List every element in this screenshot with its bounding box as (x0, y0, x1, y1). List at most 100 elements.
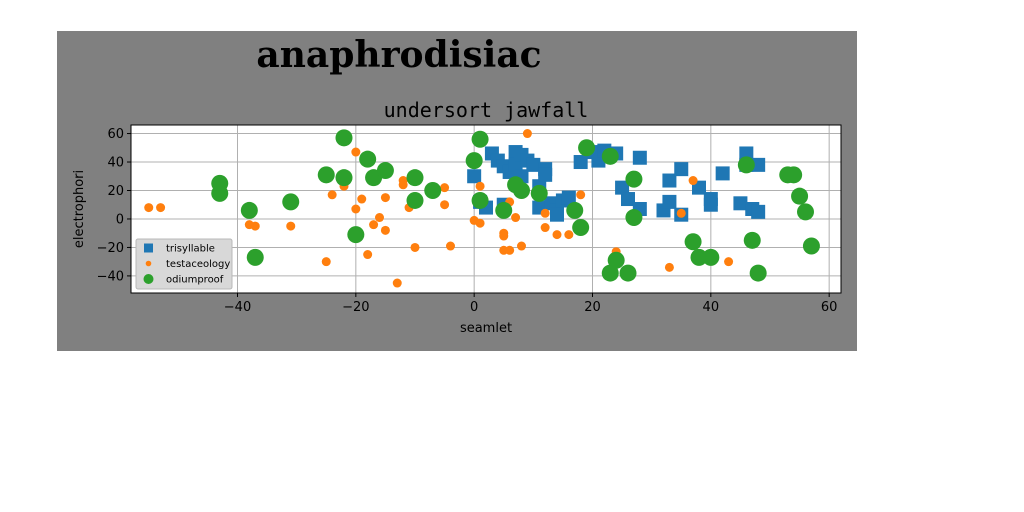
odiumproof-point (282, 193, 300, 211)
testaceology-point (440, 183, 450, 193)
odiumproof-point (566, 201, 584, 219)
legend-label-trisyllable: trisyllable (166, 244, 215, 255)
y-axis-label: electrophori (72, 170, 87, 248)
testaceology-point (244, 220, 254, 230)
odiumproof-point (785, 166, 803, 184)
testaceology-point (369, 220, 379, 230)
odiumproof-point (749, 264, 767, 282)
odiumproof-point (240, 201, 258, 219)
odiumproof-point (359, 150, 377, 168)
odiumproof-point (465, 152, 483, 170)
trisyllable-point (662, 194, 677, 209)
y-tick-label: 20 (107, 184, 124, 199)
odiumproof-point (471, 130, 489, 148)
x-tick-label: −20 (342, 300, 369, 315)
odiumproof-point (743, 231, 761, 249)
testaceology-point (286, 221, 296, 231)
testaceology-point (499, 231, 509, 241)
testaceology-point (505, 245, 515, 255)
x-tick-label: −40 (224, 300, 251, 315)
odiumproof-point (684, 233, 702, 251)
testaceology-point (676, 208, 686, 218)
odiumproof-point (737, 156, 755, 174)
y-tick-label: 40 (107, 156, 124, 171)
trisyllable-point (751, 204, 766, 219)
trisyllable-point (751, 157, 766, 172)
testaceology-point (156, 203, 166, 213)
testaceology-point (144, 203, 154, 213)
odiumproof-point (625, 170, 643, 188)
testaceology-point (392, 278, 402, 288)
testaceology-point (351, 204, 361, 214)
odiumproof-point (530, 184, 548, 202)
trisyllable-point (674, 162, 689, 177)
data-points (144, 129, 820, 288)
y-tick-label: −40 (97, 269, 124, 284)
testaceology-point (327, 190, 337, 200)
x-tick-label: 40 (703, 300, 720, 315)
odiumproof-point (601, 147, 619, 165)
testaceology-point (511, 213, 521, 223)
odiumproof-point (406, 191, 424, 209)
testaceology-point (540, 223, 550, 233)
legend-box (135, 238, 233, 290)
odiumproof-point (495, 201, 513, 219)
testaceology-point (664, 262, 674, 272)
odiumproof-point (317, 166, 335, 184)
odiumproof-point (347, 226, 365, 244)
legend-marker-odiumproof (143, 274, 154, 284)
testaceology-point (363, 250, 373, 260)
trisyllable-point (526, 157, 541, 172)
trisyllable-point (561, 190, 576, 205)
testaceology-point (446, 241, 455, 251)
x-axis-label: seamlet (460, 321, 512, 336)
odiumproof-point (601, 264, 619, 282)
trisyllable-point (573, 155, 588, 170)
trisyllable-point (662, 173, 677, 188)
testaceology-point (522, 129, 532, 139)
plot-frame (130, 124, 842, 294)
trisyllable-point (703, 197, 718, 212)
trisyllable-point (621, 192, 635, 207)
testaceology-point (540, 208, 550, 218)
odiumproof-point (513, 181, 530, 199)
testaceology-point (475, 181, 485, 191)
testaceology-point (724, 257, 734, 267)
testaceology-point (351, 147, 361, 157)
odiumproof-point (797, 203, 814, 221)
y-tick-label: −20 (97, 241, 124, 256)
odiumproof-point (376, 162, 394, 180)
legend: trisyllable testaceology odiumproof (135, 238, 233, 290)
trisyllable-point (550, 207, 564, 222)
odiumproof-point (572, 219, 590, 237)
odiumproof-point (625, 209, 643, 227)
testaceology-point (552, 230, 562, 240)
x-axis-ticks: −40 −20 0 20 40 60 (224, 293, 838, 315)
odiumproof-point (424, 181, 442, 199)
figure-suptitle: anaphrodisiac (256, 34, 542, 76)
testaceology-point (576, 190, 586, 200)
y-axis-ticks: −40 −20 0 20 40 60 (97, 127, 131, 284)
trisyllable-point (615, 180, 630, 195)
legend-marker-trisyllable (144, 243, 153, 253)
testaceology-point (357, 194, 367, 204)
odiumproof-point (791, 187, 809, 205)
odiumproof-point (690, 248, 708, 266)
x-tick-label: 60 (821, 300, 838, 315)
odiumproof-point (406, 169, 424, 187)
y-tick-label: 0 (116, 212, 124, 227)
testaceology-point (375, 213, 384, 223)
odiumproof-point (578, 139, 596, 157)
trisyllable-point (538, 167, 553, 182)
testaceology-point (410, 242, 420, 252)
legend-marker-testaceology (145, 260, 152, 267)
testaceology-point (380, 225, 390, 235)
testaceology-point (321, 257, 331, 267)
y-tick-label: 60 (107, 127, 124, 142)
legend-label-testaceology: testaceology (166, 259, 230, 270)
testaceology-point (380, 193, 390, 203)
x-tick-label: 0 (470, 300, 478, 315)
testaceology-point (688, 176, 698, 186)
odiumproof-point (802, 237, 820, 255)
